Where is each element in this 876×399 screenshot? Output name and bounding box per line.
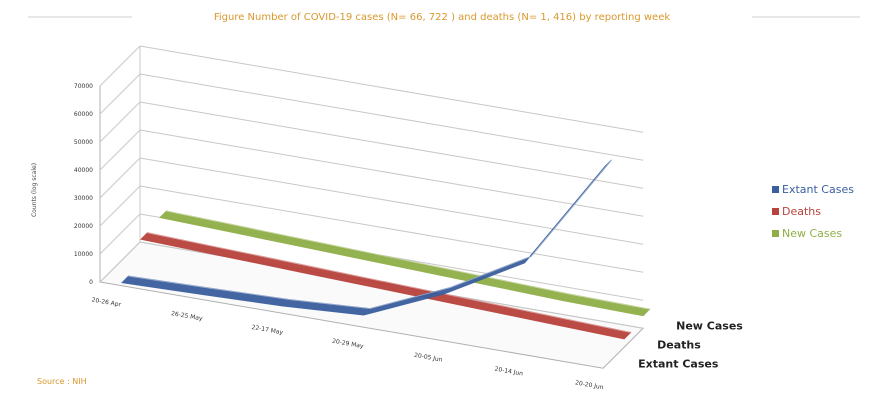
gridline (139, 185, 644, 273)
chart-title: Figure Number of COVID-19 cases (N= 66, … (214, 12, 671, 23)
x-tick-label: 26-25 May (171, 310, 204, 322)
y-tick-label: 50000 (74, 139, 93, 146)
gridline (139, 129, 644, 217)
y-tick-label: 20000 (74, 223, 93, 230)
side-gridline (99, 185, 141, 227)
x-tick-label: 22-17 May (251, 324, 284, 336)
series-band-highlight (128, 159, 612, 310)
legend-swatch (772, 230, 779, 237)
y-tick-label: 60000 (74, 111, 93, 118)
legend-label: Extant Cases (782, 183, 854, 196)
gridline (139, 157, 644, 245)
side-gridline (99, 101, 141, 143)
side-gridline (99, 241, 141, 283)
series-axis-label: Extant Cases (638, 357, 719, 370)
series-bands (121, 159, 651, 340)
y-tick-label: 70000 (74, 83, 93, 90)
side-gridline (99, 157, 141, 199)
x-tick-label: 20-05 Jun (414, 352, 444, 364)
series-axis-label: Deaths (657, 338, 701, 351)
y-tick-label: 30000 (74, 195, 93, 202)
side-gridline (99, 45, 141, 87)
y-ticks: 0 10000 20000 30000 40000 50000 60000 70000 (74, 83, 93, 286)
y-tick-label: 40000 (74, 167, 93, 174)
legend-label: Deaths (782, 205, 821, 218)
series-axis-label: New Cases (676, 319, 743, 332)
side-gridline (99, 213, 141, 255)
series-band-highlight (147, 232, 631, 333)
gridline (139, 45, 644, 133)
x-tick-label: 20-29 May (332, 338, 365, 350)
gridline (139, 73, 644, 161)
gridline (139, 101, 644, 189)
legend-label: New Cases (782, 227, 842, 240)
legend: Extant Cases Deaths New Cases (772, 183, 854, 240)
x-tick-label: 20-14 Jun (494, 366, 524, 378)
legend-swatch (772, 208, 779, 215)
y-tick-label: 0 (89, 279, 93, 286)
series-axis: New Cases Deaths Extant Cases (638, 319, 743, 370)
y-axis-label: Counts (log scale) (31, 163, 38, 217)
y-tick-label: 10000 (74, 251, 93, 258)
side-gridline (99, 73, 141, 115)
x-tick-label: 20-26 Apr (91, 296, 122, 308)
series-band-highlight (166, 210, 650, 310)
source-note: Source : NIH (37, 377, 87, 386)
side-gridline (99, 129, 141, 171)
legend-swatch (772, 186, 779, 193)
x-tick-label: 20-20 Jun (575, 379, 605, 391)
